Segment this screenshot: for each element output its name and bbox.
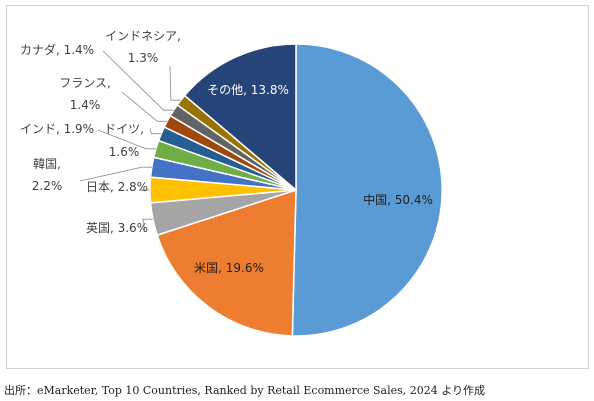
slice-label-3: 日本, 2.8% bbox=[86, 180, 148, 194]
leader-line-8 bbox=[102, 50, 174, 111]
slice-label-8: カナダ, 1.4% bbox=[20, 42, 94, 57]
slice-label-5: インド, 1.9% bbox=[20, 122, 94, 136]
leader-line-9 bbox=[169, 65, 181, 101]
source-note: 出所：eMarketer, Top 10 Countries, Ranked b… bbox=[4, 384, 486, 397]
slice-label-0: 中国, 50.4% bbox=[363, 192, 433, 207]
slice-label-10: その他, 13.8% bbox=[207, 83, 289, 97]
slice-label-7: フランス, 1.4% bbox=[59, 76, 111, 112]
leader-line-7 bbox=[121, 91, 168, 122]
leader-line-2 bbox=[142, 218, 153, 233]
slice-label-1: 米国, 19.6% bbox=[194, 261, 264, 275]
leader-line-6 bbox=[149, 127, 162, 135]
slice-label-6: ドイツ, 1.6% bbox=[104, 122, 144, 159]
leader-line-5 bbox=[97, 129, 156, 150]
slice-label-4: 韓国, 2.2% bbox=[32, 157, 63, 193]
slice-label-9: インドネシア, 1.3% bbox=[105, 29, 181, 65]
slice-label-2: 英国, 3.6% bbox=[86, 221, 148, 235]
leader-line-3 bbox=[139, 189, 150, 192]
pie-slice-0 bbox=[291, 43, 443, 337]
leader-line-4 bbox=[79, 166, 152, 182]
pie-slice-1 bbox=[156, 188, 297, 337]
pie-slice-10 bbox=[183, 43, 297, 192]
